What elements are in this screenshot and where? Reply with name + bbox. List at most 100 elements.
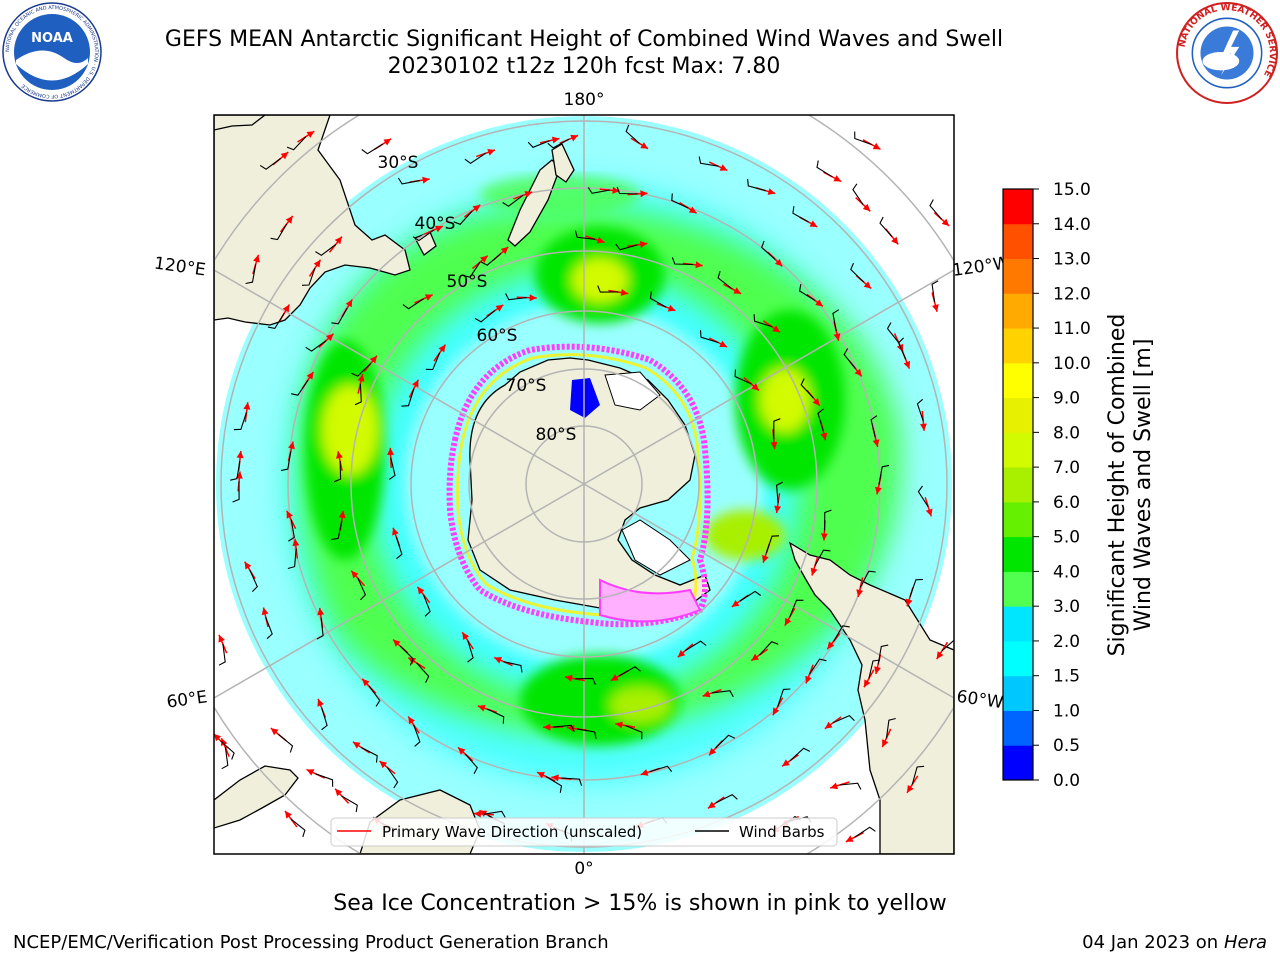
wave-arrow-head	[306, 769, 315, 776]
colorbar-ticks: 0.0 0.5 1.0 1.5 2.0 3.0 4.0 5.0 6.0 7.0 8.0 9.0 10.0…	[1033, 180, 1091, 791]
wind-barb	[931, 280, 939, 303]
wind-barb	[574, 677, 597, 686]
wind-barb	[624, 724, 643, 740]
wave-arrow-head	[253, 254, 260, 263]
wave-arrow-head	[473, 810, 482, 818]
wind-barb	[287, 548, 297, 570]
wind-barb	[816, 160, 833, 178]
wave-arrow-head	[610, 674, 619, 681]
lon-label-60e: 60°E	[165, 687, 208, 712]
wind-barb	[941, 639, 954, 652]
wind-barb	[850, 262, 865, 283]
wind-barb	[886, 322, 900, 343]
wave-arrow-head	[891, 236, 899, 245]
wave-arrow-head	[667, 304, 676, 312]
wave-arrow-head	[751, 383, 759, 391]
wind-barb	[401, 388, 415, 407]
wave-arrow-head	[221, 738, 228, 746]
colorbar-cell	[1003, 397, 1033, 433]
colorbar-cell	[1003, 223, 1033, 260]
wind-barb	[341, 795, 358, 813]
colorbar-cell	[1003, 745, 1033, 781]
wind-barb	[625, 124, 640, 144]
wind-barb	[734, 369, 752, 385]
lon-label-0: 0°	[574, 859, 593, 879]
wave-arrow-head	[214, 733, 222, 742]
colorbar-tick-label: 14.0	[1053, 215, 1091, 235]
wave-arrow-head	[596, 236, 605, 244]
wave-arrow-head	[282, 304, 290, 313]
wind-barb	[547, 138, 570, 149]
wind-barb	[505, 293, 527, 301]
wave-arrow-head	[286, 510, 293, 519]
lat-label-50s: 50°S	[447, 272, 488, 292]
wave-arrow-head	[270, 728, 279, 736]
wave-arrow-head	[612, 186, 620, 194]
wind-barb	[833, 625, 850, 642]
wind-barb	[301, 267, 316, 286]
colorbar-cell	[1003, 293, 1033, 329]
wave-arrow-head	[872, 142, 881, 150]
legend: Primary Wave Direction (unscaled) Wind B…	[330, 817, 838, 847]
wind-barb	[218, 643, 226, 666]
wave-arrow-head	[824, 721, 833, 729]
wind-barb	[354, 383, 362, 406]
wind-barb	[480, 253, 502, 266]
wave-arrow-head	[551, 774, 559, 782]
wave-arrow-head	[719, 340, 728, 347]
wind-barb	[483, 810, 506, 818]
wind-barb	[868, 659, 881, 679]
wind-barb	[321, 708, 328, 731]
wave-arrow-head	[833, 175, 842, 182]
wave-arrow-head	[830, 782, 838, 790]
wave-arrow-head	[733, 287, 742, 294]
wave-arrow-head	[417, 586, 425, 595]
sea-ice-edge	[446, 343, 711, 628]
colorbar-cell	[1003, 675, 1033, 711]
wave-arrow-head	[422, 176, 430, 184]
wind-barb	[400, 645, 414, 666]
wave-arrow-head	[243, 402, 251, 410]
wave-arrow-head	[782, 759, 790, 767]
wind-barb	[331, 307, 348, 325]
colorbar-cell	[1003, 536, 1033, 572]
wind-barb	[502, 194, 524, 207]
wave-arrow-head	[524, 191, 533, 198]
wind-barb	[368, 685, 381, 707]
wave-arrow-head	[820, 432, 828, 441]
colorbar-cell	[1003, 710, 1033, 746]
colorbar-cell	[1003, 189, 1033, 225]
wind-barb	[315, 244, 337, 256]
wind-barb	[715, 734, 736, 749]
wave-arrow-head	[920, 423, 927, 431]
wind-barb	[765, 535, 780, 554]
wind-barb	[832, 309, 840, 332]
footer-date: 04 Jan 2023 on Hera	[1082, 932, 1267, 953]
colorbar-cells	[1003, 189, 1033, 781]
wind-barb	[413, 724, 421, 747]
wind-barb	[792, 206, 809, 223]
wind-barb	[717, 271, 733, 290]
wave-arrow-head	[306, 371, 314, 380]
wave-arrow-head	[244, 561, 252, 570]
wave-arrow-head	[925, 508, 933, 517]
wind-barb	[839, 782, 862, 790]
wave-arrow-head	[864, 679, 871, 688]
wave-arrow-head	[285, 216, 293, 224]
colorbar-tick-label: 4.0	[1053, 562, 1080, 582]
footer-host: Hera	[1223, 932, 1267, 953]
wind-barb	[416, 662, 430, 683]
wind-barb	[545, 776, 563, 793]
chart-title: GEFS MEAN Antarctic Significant Height o…	[164, 27, 1004, 52]
wind-barb	[220, 740, 235, 760]
wind-barb	[402, 298, 424, 310]
wind-barb	[776, 481, 784, 504]
wind-barb	[800, 378, 814, 399]
colorbar-cell	[1003, 328, 1033, 364]
colorbar-tick-label: 0.0	[1053, 771, 1080, 791]
wind-barb	[671, 193, 689, 209]
wind-barb	[280, 451, 292, 472]
wave-arrow-head	[827, 641, 835, 650]
wind-barb	[561, 777, 583, 786]
wave-arrow-head	[695, 261, 703, 269]
